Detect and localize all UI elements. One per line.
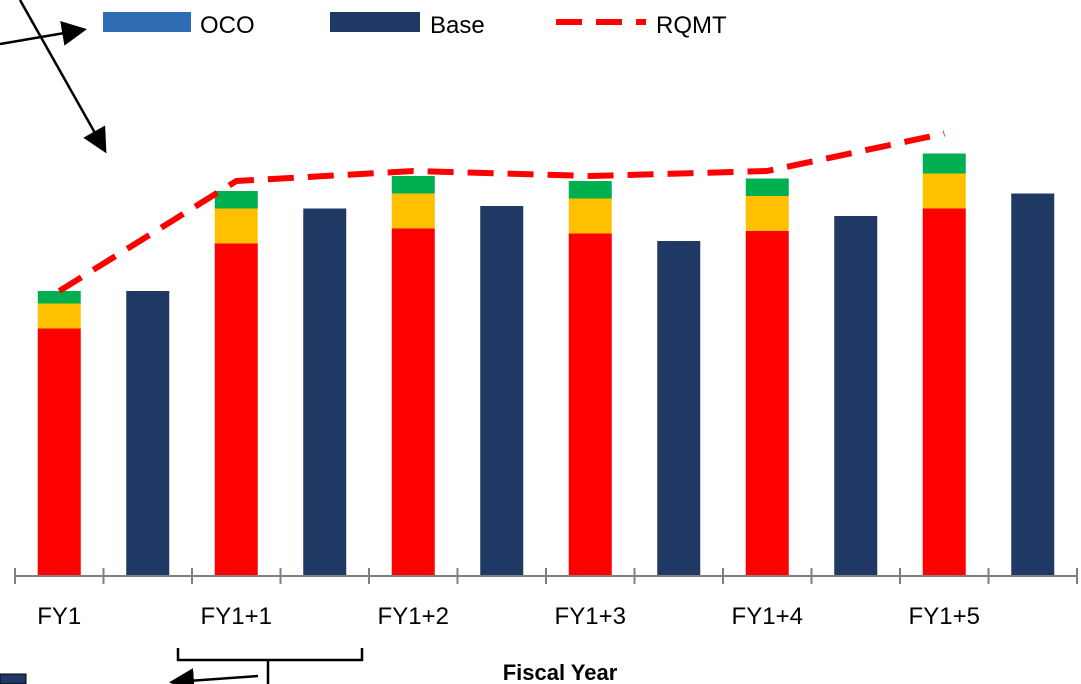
bar-segment-red-6 xyxy=(922,208,966,576)
bar-segment-red-4 xyxy=(568,233,612,576)
x-tick-label: FY1+1 xyxy=(201,603,272,630)
bar-base-2 xyxy=(303,208,347,576)
x-tick-label: FY1+2 xyxy=(378,603,449,630)
legend-label-rqmt: RQMT xyxy=(656,12,727,39)
bar-segment-red-2 xyxy=(214,243,258,576)
partial-legend-box xyxy=(0,673,27,684)
bar-base-1 xyxy=(126,291,170,576)
bar-segment-yellow-1 xyxy=(37,303,81,329)
bar-segment-green-3 xyxy=(391,176,435,194)
x-tick-labels: FY1 FY1+1 FY1+2 FY1+3 FY1+4 FY1+5 xyxy=(37,603,980,630)
bar-segment-yellow-6 xyxy=(922,173,966,209)
bar-segment-yellow-3 xyxy=(391,193,435,229)
bar-segment-green-6 xyxy=(922,153,966,174)
bar-base-4 xyxy=(657,241,701,576)
annotations xyxy=(0,0,364,684)
bar-segment-green-1 xyxy=(37,291,81,304)
legend-label-oco: OCO xyxy=(200,12,255,39)
bar-base-5 xyxy=(834,216,878,576)
bar-segment-yellow-5 xyxy=(745,196,789,231)
legend-swatch-base xyxy=(330,12,420,32)
bar-segment-red-5 xyxy=(745,231,789,576)
legend-label-base: Base xyxy=(430,12,485,39)
bar-segment-red-3 xyxy=(391,228,435,576)
bar-segment-yellow-2 xyxy=(214,208,258,244)
bar-base-6 xyxy=(1011,193,1055,576)
bar-segment-red-1 xyxy=(37,328,81,576)
annotation-bracket xyxy=(176,648,364,684)
x-axis xyxy=(14,568,1078,584)
x-tick-label: FY1 xyxy=(37,603,81,630)
annotation-arrow-down-left xyxy=(169,668,259,684)
bars-layer xyxy=(37,153,1055,576)
legend-swatch-oco xyxy=(103,12,191,32)
x-tick-label: FY1+3 xyxy=(555,603,626,630)
bar-segment-green-5 xyxy=(745,178,789,196)
x-tick-label: FY1+4 xyxy=(732,603,803,630)
bar-segment-yellow-4 xyxy=(568,198,612,234)
x-axis-title: Fiscal Year xyxy=(503,660,618,684)
bar-base-3 xyxy=(480,206,524,576)
annotation-arrow-to-rqmt xyxy=(18,0,107,154)
legend: OCO Base RQMT xyxy=(103,12,727,39)
rqmt-line xyxy=(57,130,945,294)
bar-segment-green-4 xyxy=(568,181,612,199)
bar-segment-green-2 xyxy=(214,191,258,209)
rqmt-line-layer xyxy=(57,130,945,294)
x-tick-label: FY1+5 xyxy=(909,603,980,630)
